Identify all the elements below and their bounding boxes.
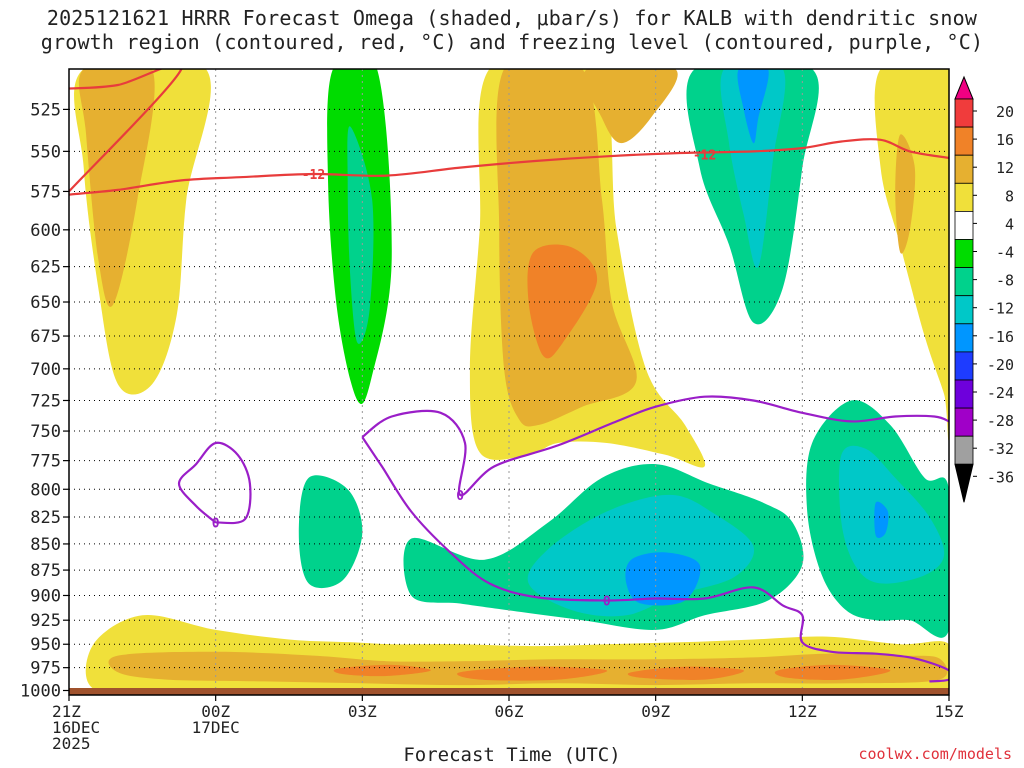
y-tick-label: 800 [30,480,61,500]
colorbar-tick-label: -28 [987,412,1014,430]
colorbar-segment [954,154,974,184]
ground-surface [69,688,949,695]
downward-motion-col-11z-core [737,69,769,144]
chart-title-line-2: growth region (contoured, red, °C) and f… [40,30,984,54]
x-tick-label: 06Z [495,702,524,721]
y-tick-label: 850 [30,535,61,555]
downward-motion-right-low-mid [838,445,945,584]
upward-motion-right-core [895,134,916,254]
freezing-level-0c-main [361,395,949,497]
colorbar-segment [954,239,974,269]
upward-motion-left-upper-core [78,69,155,307]
y-tick-label: 625 [30,258,61,278]
y-tick-label: 725 [30,391,61,411]
upward-motion-boundary-layer-core-b [457,666,608,681]
colorbar-segment [954,295,974,325]
colorbar-tick-label: -16 [987,328,1014,346]
freezing-level-0c-left [177,441,252,525]
colorbar-segment [954,407,974,437]
colorbar-tick-label: 12 [996,159,1014,177]
x-tick-label: 12Z [788,702,817,721]
contour-label: 0 [212,516,220,531]
downward-motion-col-03z-core [347,126,374,344]
downward-motion-left-low [298,475,363,589]
colorbar-tick-label: -8 [996,272,1014,290]
x-tick-label: 16DEC [52,718,100,737]
y-tick-label: 575 [30,182,61,202]
colorbar-tick-label: 16 [996,131,1014,149]
colorbar-segment [954,98,974,128]
upward-motion-boundary-layer-core-d [774,664,891,681]
contour-label: 0 [603,594,611,609]
colorbar-tick-label: 20 [996,103,1014,121]
colorbar-segment [954,435,974,465]
contour-label: -12 [302,168,325,183]
source-credit: coolwx.com/models [858,745,1012,763]
colorbar-tick-label: -20 [987,356,1014,374]
y-tick-label: 825 [30,508,61,528]
y-tick-label: 900 [30,586,61,606]
y-tick-label: 700 [30,360,61,380]
y-tick-label: 675 [30,327,61,347]
y-tick-label: 650 [30,293,61,313]
x-tick-label: 21Z [52,702,81,721]
colorbar-segment [954,210,974,240]
y-tick-label: 550 [30,142,61,162]
colorbar-segment [954,182,974,212]
colorbar-tick-label: -36 [987,468,1014,486]
upward-motion-boundary-layer-core-c [627,666,744,680]
downward-motion-lower-center-core [625,552,701,606]
y-tick-label: 925 [30,611,61,631]
colorbar-segment [954,351,974,381]
colorbar-segment [954,379,974,409]
colorbar-tick-label: -32 [987,440,1014,458]
freezing-level-0c-low [361,436,949,683]
colorbar-segment [954,126,974,156]
y-tick-label: 600 [30,221,61,241]
chart-title-line-1: 2025121621 HRRR Forecast Omega (shaded, … [46,6,978,30]
upward-motion-center-core [527,244,598,359]
colorbar-tick-label: -4 [996,244,1014,262]
x-tick-label: 09Z [641,702,670,721]
colorbar-top-arrow [954,75,974,100]
y-tick-label: 950 [30,635,61,655]
x-tick-label: 00Z [201,702,230,721]
contour-label: -12 [693,149,716,164]
dendritic-snow-growth-minus12 [69,69,183,194]
colorbar-bottom-arrow [954,463,974,503]
x-tick-label: 17DEC [192,718,240,737]
upward-motion-boundary-layer-core-a [333,664,431,677]
y-tick-label: 1000 [20,682,61,702]
contour-layer: -12 -12 0 0 0 [69,69,949,683]
y-tick-label: 525 [30,100,61,120]
x-tick-label: 03Z [348,702,377,721]
pressure-axis: 525 550 575 600 625 650 675 700 725 750 775 800 825 8… [20,100,69,702]
colorbar-tick-label: 4 [1005,215,1014,233]
upward-motion-right [874,69,949,440]
colorbar-segment [954,323,974,353]
upward-motion-center-top [583,69,678,144]
downward-motion-right-low-core [874,501,889,539]
colorbar-segment [954,267,974,297]
colorbar-tick-label: -24 [987,384,1014,402]
dendritic-snow-growth-minus12-main [69,138,949,196]
y-tick-label: 750 [30,422,61,442]
colorbar-tick-label: -12 [987,300,1014,318]
y-tick-label: 775 [30,452,61,472]
y-tick-label: 875 [30,561,61,581]
downward-motion-col-11z-mid [720,69,786,268]
colorbar-tick-label: 8 [1005,187,1014,205]
x-tick-label: 15Z [935,702,964,721]
omega-shading-layer [74,69,949,693]
x-tick-label: 2025 [52,734,91,753]
contour-label: 0 [456,489,464,504]
x-axis-label: Forecast Time (UTC) [403,744,621,766]
omega-colorbar: 20 16 12 8 4 -4 -8 -12 -16 -20 -24 -28 -32 -36 [954,75,1014,503]
y-tick-label: 975 [30,659,61,679]
